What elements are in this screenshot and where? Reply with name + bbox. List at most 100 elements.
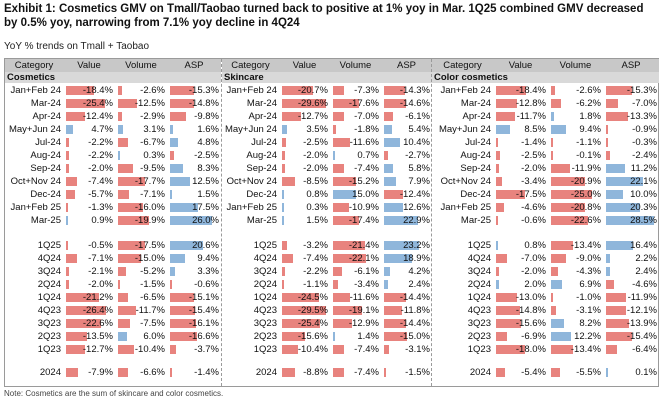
asp-value: -16.1% <box>188 318 219 329</box>
volume-cell: -1.8% <box>330 123 381 136</box>
asp-databar <box>606 138 608 147</box>
volume-databar <box>551 216 588 225</box>
table-row: Jan+Feb 25 -4.6% -20.8% 20.3% <box>432 201 659 214</box>
asp-databar <box>170 293 195 302</box>
value-databar <box>66 151 70 160</box>
panel-cosmetics: Category Value Volume ASP Cosmetics Jan+Feb 2… <box>5 59 221 386</box>
asp-cell: 1.6% <box>167 123 221 136</box>
row-label: Dec-24 <box>246 189 277 200</box>
asp-cell: -14.4% <box>381 317 432 330</box>
exhibit-subtitle: YoY % trends on Tmall + Taobao <box>4 41 150 52</box>
volume-databar <box>551 319 565 328</box>
volume-value: -7.4% <box>354 163 379 174</box>
row-label: 1Q25 <box>467 240 491 251</box>
value-cell: -18.4% <box>63 84 115 97</box>
volume-databar <box>551 306 557 315</box>
value-cell: -13.0% <box>493 291 548 304</box>
asp-databar <box>384 306 402 315</box>
volume-databar <box>118 306 136 315</box>
value-databar <box>496 368 505 377</box>
asp-value: 2.2% <box>635 253 657 264</box>
asp-value: -6.4% <box>632 344 657 355</box>
asp-cell: -12.4% <box>381 188 432 201</box>
asp-cell: 3.3% <box>167 265 221 278</box>
asp-databar <box>384 125 393 134</box>
category-name-row: Skincare <box>222 72 432 83</box>
asp-value: -14.8% <box>188 98 219 109</box>
asp-cell: 10.0% <box>603 188 659 201</box>
row-label: 2024 <box>39 367 61 378</box>
value-cell: 3.5% <box>279 123 330 136</box>
asp-cell: 1.5% <box>167 188 221 201</box>
volume-databar <box>118 280 121 289</box>
volume-value: -4.3% <box>576 266 601 277</box>
value-value: -7.4% <box>303 253 328 264</box>
asp-databar <box>384 177 396 186</box>
table-row: Aug-24 -2.0% 0.7% -2.7% <box>222 149 432 162</box>
volume-cell: 1.4% <box>330 330 381 343</box>
volume-databar <box>333 177 356 186</box>
value-databar <box>496 164 500 173</box>
volume-databar <box>551 125 567 134</box>
value-value: -12.7% <box>297 111 328 122</box>
value-cell: 4.7% <box>63 123 115 136</box>
value-value: -7.0% <box>521 253 546 264</box>
value-databar <box>282 216 285 225</box>
table-row: Dec-24 -5.7% -7.1% 1.5% <box>5 188 221 201</box>
volume-value: -11.7% <box>135 305 165 316</box>
row-label: 3Q23 <box>37 318 61 329</box>
value-value: -18.0% <box>515 344 546 355</box>
value-cell: -7.0% <box>493 252 548 265</box>
volume-databar <box>551 293 553 302</box>
volume-cell: -0.1% <box>548 149 603 162</box>
asp-cell: 22.1% <box>603 175 659 188</box>
asp-databar <box>606 319 630 328</box>
value-value: -15.6% <box>297 331 328 342</box>
volume-value: -5.5% <box>576 367 601 378</box>
value-value: -22.6% <box>82 318 113 329</box>
asp-value: 16.4% <box>630 240 657 251</box>
asp-cell: 8.3% <box>167 162 221 175</box>
volume-cell: 9.4% <box>548 123 603 136</box>
value-databar <box>66 125 74 134</box>
volume-value: 12.2% <box>574 331 601 342</box>
asp-value: -14.3% <box>399 85 430 96</box>
value-value: -2.0% <box>303 150 328 161</box>
volume-databar <box>118 99 138 108</box>
value-cell: -7.1% <box>63 252 115 265</box>
column-header: Category <box>14 60 54 71</box>
column-header-row: Category Value Volume ASP <box>432 59 659 72</box>
volume-databar <box>333 112 344 121</box>
row-label: Jan+Feb 25 <box>10 202 61 213</box>
value-value: -10.4% <box>297 344 328 355</box>
volume-databar <box>118 164 133 173</box>
asp-cell: -1.4% <box>167 366 221 379</box>
value-databar <box>496 332 508 341</box>
table-row: Aug-24 -2.5% -0.1% -2.4% <box>432 149 659 162</box>
volume-value: -19.1% <box>348 305 379 316</box>
volume-value: -1.0% <box>576 292 601 303</box>
asp-cell: 12.6% <box>381 201 432 214</box>
asp-value: 20.3% <box>630 202 657 213</box>
asp-cell: -7.0% <box>603 97 659 110</box>
volume-value: 0.7% <box>357 150 379 161</box>
volume-cell: 6.9% <box>548 278 603 291</box>
value-value: -0.5% <box>88 240 113 251</box>
asp-value: -12.4% <box>399 189 430 200</box>
column-header-row: Category Value Volume ASP <box>5 59 221 72</box>
volume-cell: 8.2% <box>548 317 603 330</box>
volume-value: -13.4% <box>570 240 601 251</box>
table-row: 1Q24 -13.0% -1.0% -11.9% <box>432 291 659 304</box>
volume-cell: -2.9% <box>115 110 167 123</box>
asp-value: -14.4% <box>399 318 430 329</box>
asp-cell: -11.8% <box>381 304 432 317</box>
asp-databar <box>170 112 186 121</box>
volume-databar <box>551 190 592 199</box>
volume-cell: -2.6% <box>548 84 603 97</box>
value-value: -17.5% <box>515 189 546 200</box>
table-row: May+Jun 24 4.7% 3.1% 1.6% <box>5 123 221 136</box>
row-label: Mar-24 <box>30 98 61 109</box>
asp-databar <box>606 86 632 95</box>
table-row: 4Q23 -14.8% -3.1% -12.1% <box>432 304 659 317</box>
volume-value: -15.0% <box>134 253 165 264</box>
